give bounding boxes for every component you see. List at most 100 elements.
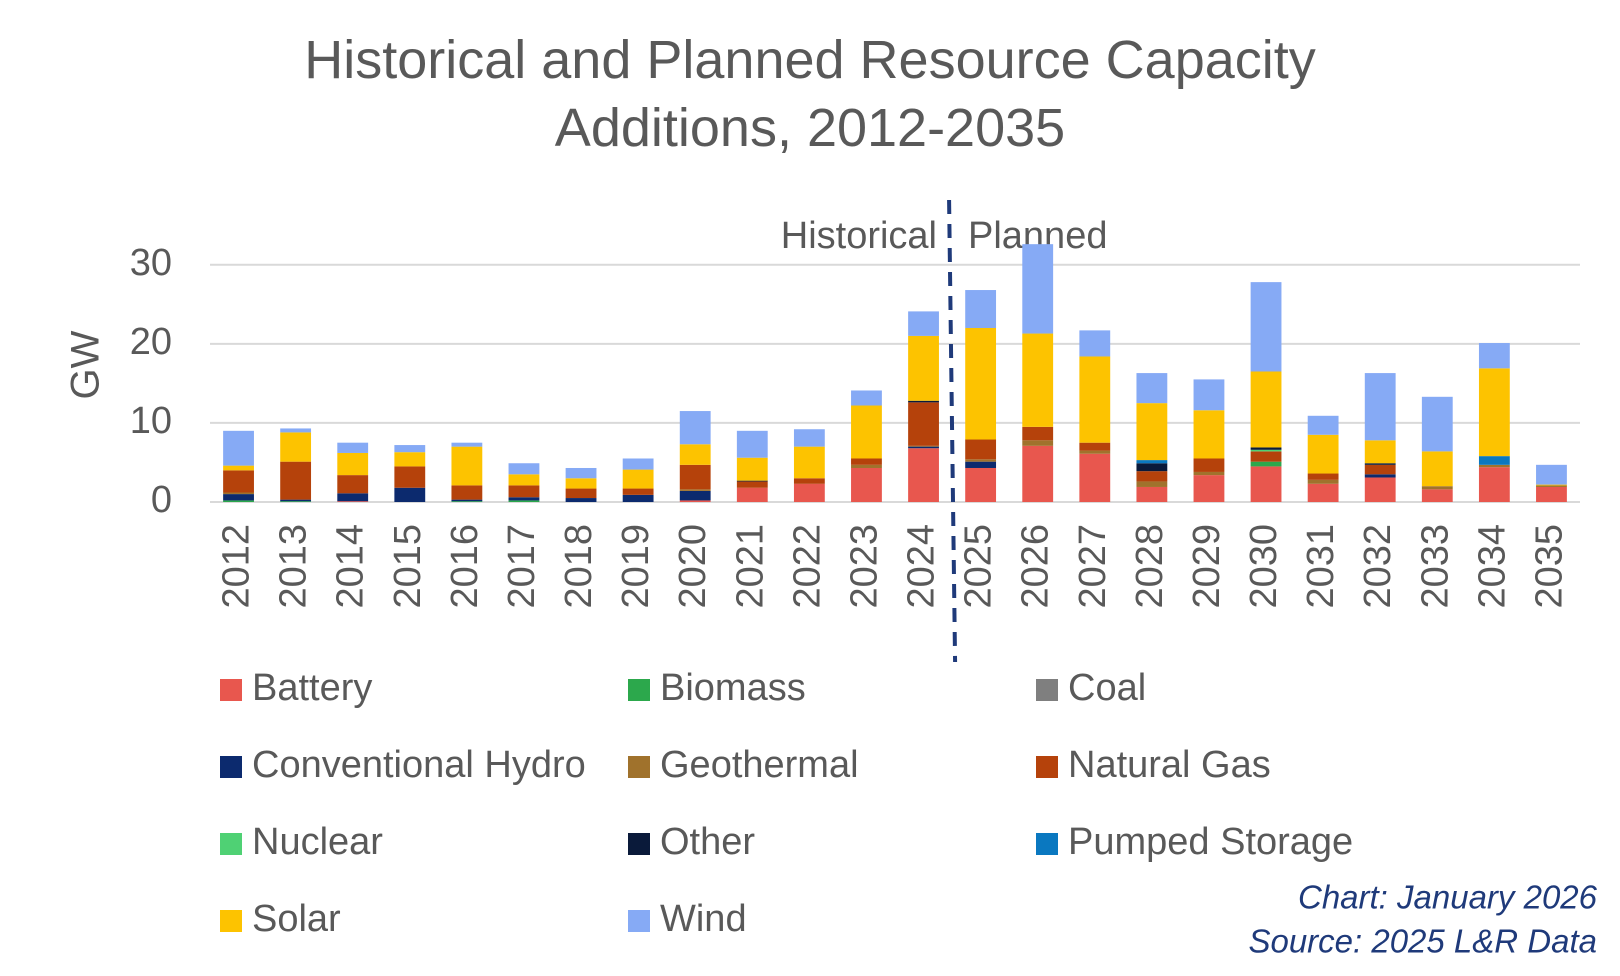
annotation: Historical [781, 215, 937, 257]
bar-segment [508, 500, 540, 502]
x-tick-label: 2021 [729, 524, 771, 609]
bar-segment [1193, 458, 1225, 472]
bar-segment [223, 494, 254, 501]
x-tick-label: 2025 [958, 524, 1000, 609]
bar-segment [1193, 471, 1225, 476]
bar-segment [337, 452, 369, 476]
bar-segment [908, 402, 939, 446]
bar-segment [1536, 486, 1567, 502]
bar-segment [1022, 445, 1054, 502]
bar-segment [965, 328, 997, 440]
footer: Source: 2025 L&R Data [1248, 923, 1597, 960]
bar-segment [1478, 343, 1510, 369]
bar-segment [908, 335, 939, 401]
bar-segment [565, 478, 597, 489]
bar-segment [736, 487, 768, 502]
bar-segment [1136, 463, 1168, 472]
bar-segment [851, 390, 882, 406]
bar-segment [337, 475, 369, 494]
bar-segment [908, 446, 939, 449]
x-tick-label: 2014 [330, 524, 372, 609]
bar-segment [223, 470, 254, 493]
legend-swatch [1036, 679, 1058, 701]
bar-segment [394, 445, 426, 453]
bar-segment [1364, 474, 1396, 478]
bar-segment [223, 430, 254, 466]
bar-segment [736, 481, 768, 488]
bar-segment [1478, 464, 1510, 468]
bar-segment [679, 464, 711, 490]
bar-segment [736, 430, 768, 458]
bar-segment [1364, 463, 1396, 465]
bar-segment [1136, 471, 1168, 482]
x-tick-label: 2015 [387, 524, 429, 609]
x-tick-label: 2027 [1072, 524, 1114, 609]
legend-swatch [220, 910, 242, 932]
bar-segment [337, 493, 369, 502]
bar-segment [851, 405, 882, 459]
x-tick-label: 2035 [1528, 524, 1570, 609]
bar-segment [679, 490, 711, 501]
legend-label: Coal [1068, 667, 1146, 709]
bar-segment [1307, 473, 1339, 480]
legend-label: Other [660, 821, 755, 863]
bar-segment [1536, 484, 1567, 486]
x-tick-label: 2018 [558, 524, 600, 609]
bar-segment [908, 311, 939, 336]
y-tick-label: 30 [130, 242, 172, 284]
bar-segment [736, 480, 768, 482]
bar-segment [679, 444, 711, 465]
bar-segment [451, 501, 483, 502]
chart-title: Historical and Planned Resource Capacity… [304, 30, 1316, 158]
x-tick-label: 2029 [1186, 524, 1228, 609]
x-tick-label: 2034 [1471, 524, 1513, 609]
bar-segment [851, 458, 882, 465]
bar-segment [622, 469, 654, 489]
bar-segment [280, 461, 312, 500]
bar-segment [1022, 440, 1054, 446]
legend-label: Pumped Storage [1068, 821, 1353, 863]
footer: Chart: January 2026 [1298, 879, 1598, 916]
bar-segment [451, 446, 483, 486]
bar-segment [679, 489, 711, 491]
bar-segment [1364, 373, 1396, 441]
bar-segment [1250, 466, 1282, 502]
y-tick-label: 20 [130, 321, 172, 363]
y-tick-label: 0 [151, 479, 172, 521]
bar-segment [1421, 489, 1453, 502]
bar-segment [1193, 475, 1225, 502]
bar-segment [1364, 464, 1396, 475]
bar-segment [1193, 410, 1225, 459]
bar-segment [1022, 244, 1054, 334]
bar-segment [451, 442, 483, 447]
x-tick-label: 2030 [1243, 524, 1285, 609]
x-tick-label: 2031 [1300, 524, 1342, 609]
bar-segment [1421, 396, 1453, 452]
bar-segment [1022, 426, 1054, 441]
bar-segment [337, 442, 369, 453]
x-tick-label: 2032 [1357, 524, 1399, 609]
bar-segment [1364, 477, 1396, 502]
y-axis-label: GW [64, 330, 108, 399]
bar-segment [337, 501, 369, 502]
bar-segment [1136, 373, 1168, 404]
bar-segment [679, 500, 711, 502]
legend-label: Biomass [660, 667, 806, 709]
bar-segment [508, 463, 540, 475]
bar-segment [1421, 451, 1453, 487]
bar-segment [1250, 447, 1282, 450]
bar-segment [1478, 467, 1510, 502]
bar-segment [223, 465, 254, 471]
legend-swatch [1036, 833, 1058, 855]
x-tick-label: 2019 [615, 524, 657, 609]
bar-segment [1079, 450, 1111, 454]
bar-segment [1250, 371, 1282, 448]
divider [947, 199, 958, 663]
bar-segment [1307, 483, 1339, 502]
bar-segment [1136, 403, 1168, 461]
x-tick-label: 2012 [216, 524, 258, 609]
bar-segment [394, 466, 426, 488]
bar-segment [565, 488, 597, 499]
